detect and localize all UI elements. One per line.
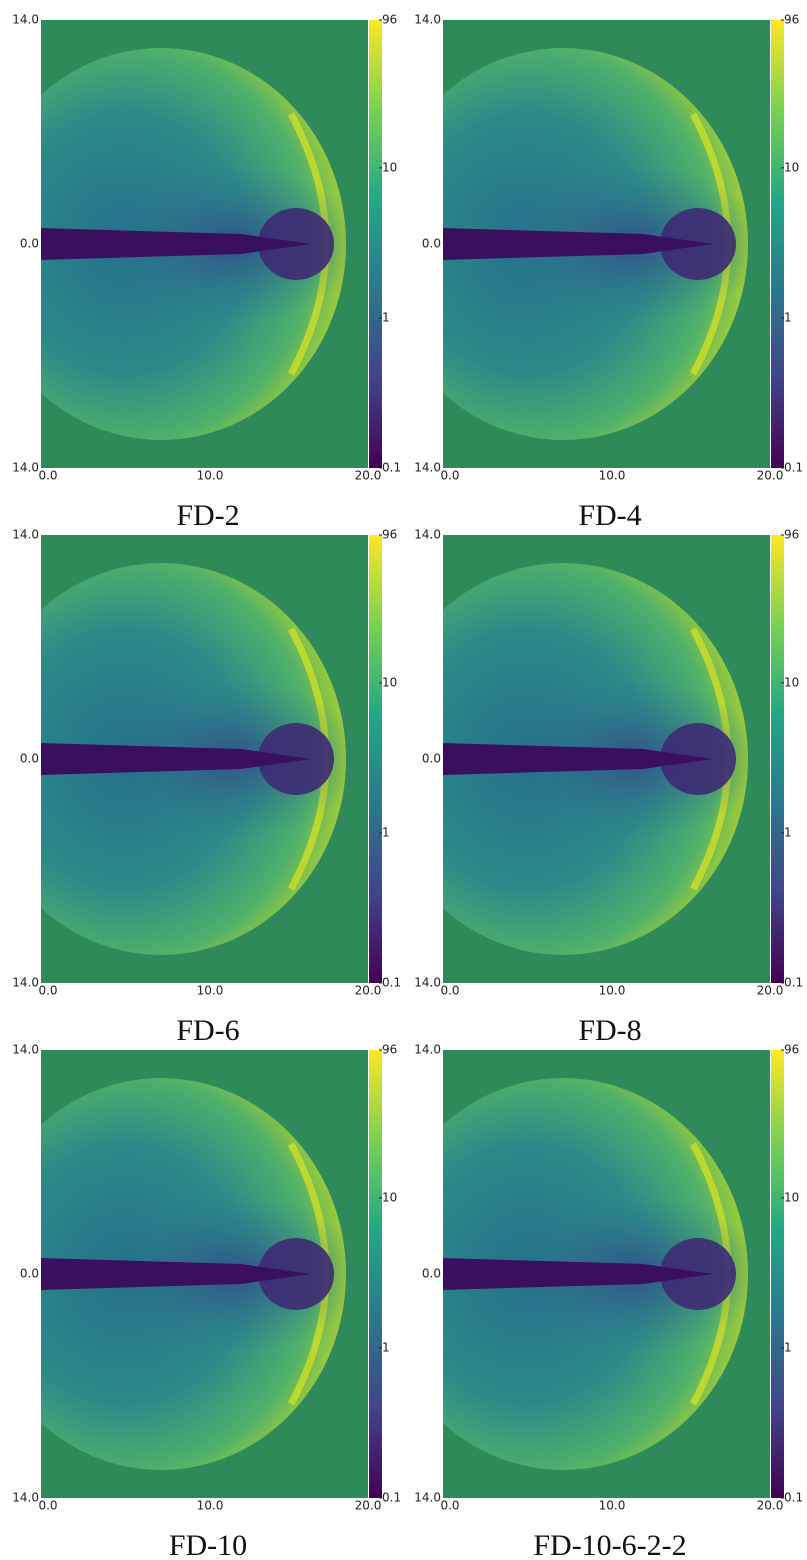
field-image	[41, 1050, 368, 1498]
x-tick-label: 10.0	[599, 1499, 626, 1513]
field-image	[41, 20, 368, 468]
colorbar-label: 0.1	[784, 976, 803, 990]
jet	[41, 743, 311, 775]
x-tick-label: 0.0	[38, 1499, 57, 1513]
colorbar	[771, 1050, 784, 1498]
y-tick-label: 14.0	[12, 976, 39, 990]
x-tick-label: 0.0	[38, 984, 57, 998]
panel-caption: FD-8	[578, 1014, 641, 1047]
colorbar	[771, 20, 784, 468]
field-image	[443, 20, 770, 468]
colorbar-label: 96	[784, 1043, 799, 1057]
colorbar-label: 96	[382, 13, 397, 27]
jet	[443, 743, 713, 775]
field-image	[443, 535, 770, 983]
y-tick-label: 14.0	[414, 528, 441, 542]
panel-caption: FD-6	[176, 1014, 239, 1047]
jet	[443, 1258, 713, 1290]
colorbar-label: 96	[382, 528, 397, 542]
colorbar	[369, 20, 382, 468]
y-tick-label: 0.0	[20, 237, 39, 251]
x-tick-label: 10.0	[599, 984, 626, 998]
x-tick-label: 0.0	[440, 984, 459, 998]
y-tick-label: 0.0	[422, 752, 441, 766]
colorbar-label: 0.1	[382, 976, 401, 990]
colorbar-label: 0.1	[784, 461, 803, 475]
x-tick-label: 20.0	[355, 469, 382, 483]
colorbar-label: 0.1	[382, 1491, 401, 1505]
x-tick-label: 10.0	[197, 984, 224, 998]
field-image	[443, 1050, 770, 1498]
colorbar-label: 1	[784, 825, 792, 839]
y-tick-label: 14.0	[414, 13, 441, 27]
y-tick-label: 14.0	[12, 461, 39, 475]
jet	[41, 1258, 311, 1290]
colorbar-label: 1	[382, 310, 390, 324]
y-tick-label: 14.0	[414, 976, 441, 990]
colorbar-label: 96	[382, 1043, 397, 1057]
y-tick-label: 14.0	[414, 1491, 441, 1505]
colorbar-label: 96	[784, 13, 799, 27]
y-tick-label: 14.0	[12, 13, 39, 27]
colorbar-label: 10	[382, 1190, 397, 1204]
y-tick-label: 14.0	[414, 1043, 441, 1057]
jet	[41, 228, 311, 260]
x-tick-label: 0.0	[440, 469, 459, 483]
colorbar-label: 10	[784, 1190, 799, 1204]
colorbar-label: 96	[784, 528, 799, 542]
x-tick-label: 20.0	[757, 469, 784, 483]
y-tick-label: 0.0	[20, 752, 39, 766]
colorbar	[369, 1050, 382, 1498]
y-tick-label: 0.0	[422, 237, 441, 251]
x-tick-label: 10.0	[197, 469, 224, 483]
colorbar-label: 0.1	[784, 1491, 803, 1505]
panel-caption: FD-4	[578, 499, 641, 532]
colorbar-label: 10	[784, 675, 799, 689]
colorbar-label: 10	[784, 160, 799, 174]
colorbar	[369, 535, 382, 983]
colorbar-label: 1	[382, 825, 390, 839]
colorbar	[771, 535, 784, 983]
colorbar-label: 0.1	[382, 461, 401, 475]
colorbar-label: 1	[784, 310, 792, 324]
x-tick-label: 10.0	[599, 469, 626, 483]
colorbar-label: 10	[382, 160, 397, 174]
panel-caption: FD-10-6-2-2	[533, 1529, 686, 1560]
colorbar-label: 1	[784, 1340, 792, 1354]
y-tick-label: 14.0	[12, 1491, 39, 1505]
x-tick-label: 20.0	[757, 1499, 784, 1513]
x-tick-label: 10.0	[197, 1499, 224, 1513]
x-tick-label: 20.0	[355, 1499, 382, 1513]
panel-caption: FD-10	[169, 1529, 247, 1560]
jet	[443, 228, 713, 260]
x-tick-label: 0.0	[440, 1499, 459, 1513]
colorbar-label: 10	[382, 675, 397, 689]
y-tick-label: 0.0	[20, 1267, 39, 1281]
y-tick-label: 14.0	[414, 461, 441, 475]
colorbar-label: 1	[382, 1340, 390, 1354]
panel-caption: FD-2	[176, 499, 239, 532]
x-tick-label: 0.0	[38, 469, 57, 483]
field-image	[41, 535, 368, 983]
x-tick-label: 20.0	[355, 984, 382, 998]
y-tick-label: 0.0	[422, 1267, 441, 1281]
y-tick-label: 14.0	[12, 1043, 39, 1057]
y-tick-label: 14.0	[12, 528, 39, 542]
x-tick-label: 20.0	[757, 984, 784, 998]
